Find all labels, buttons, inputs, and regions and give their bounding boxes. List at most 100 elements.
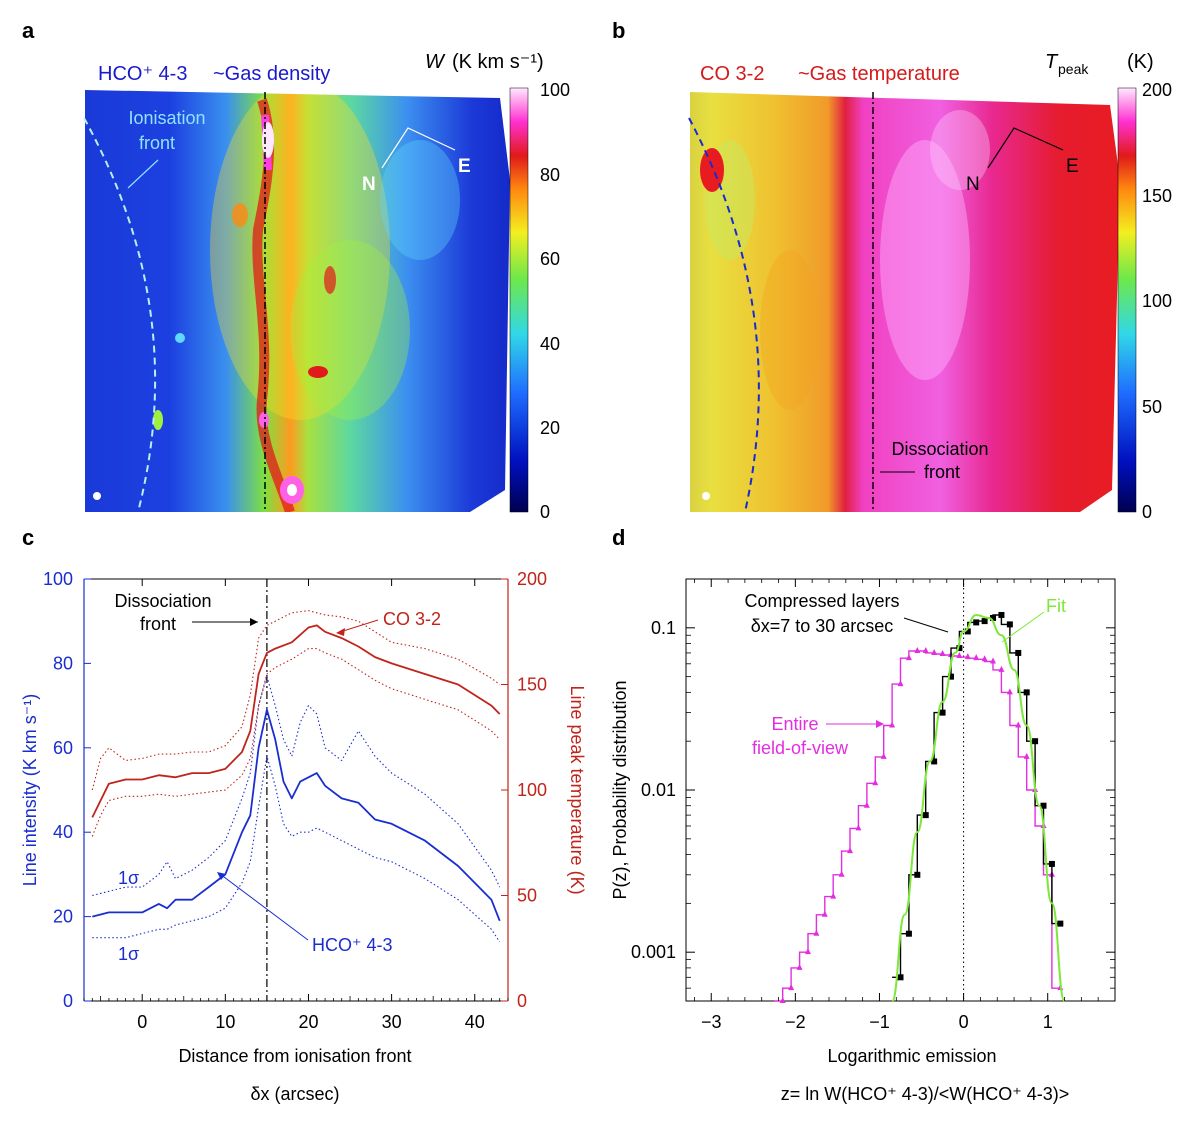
- chart-d-marker-entire: [1006, 688, 1013, 695]
- chart-d-marker-entire: [1023, 752, 1030, 759]
- chart-c-ylabel-left: Line intensity (K km s⁻¹): [20, 694, 40, 887]
- chart-d-marker-entire: [922, 646, 929, 653]
- chart-d-entire-label: Entire: [771, 714, 818, 734]
- map-b-dissociation-label-2: front: [924, 462, 960, 482]
- panel-letter-d: d: [612, 525, 625, 550]
- chart-d-marker-entire: [889, 721, 896, 728]
- chart-d-marker-entire: [990, 657, 997, 664]
- chart-c-dissociation-label-2: front: [140, 614, 176, 634]
- chart-d-marker-entire: [981, 655, 988, 662]
- chart-c-ytick-left-label: 40: [53, 822, 73, 842]
- chart-c-series-1: [92, 675, 501, 897]
- chart-d-xtick-label: 1: [1043, 1012, 1053, 1032]
- panel-c: c 0 10 20 30 40 0 20 40 60 80 100 0 50 100 150 200 Diss…: [20, 525, 587, 1104]
- chart-c-ytick-right-label: 150: [517, 675, 547, 695]
- chart-c-ytick-right-label: 100: [517, 780, 547, 800]
- map-a-compass: [381, 127, 456, 169]
- chart-d-marker-compressed: [1040, 802, 1047, 809]
- chart-d-marker-entire: [779, 997, 786, 1003]
- chart-d-fit-pointer: [1001, 611, 1045, 643]
- chart-d-marker-entire: [804, 948, 811, 955]
- chart-d-marker-compressed: [964, 628, 971, 635]
- colorbar-a-ticks: 100 80 60 40 20 0: [540, 80, 570, 522]
- chart-c-ylabel-right: Line peak temperature (K): [567, 685, 587, 894]
- map-a-compass-e: E: [458, 156, 471, 177]
- chart-d-marker-compressed: [1048, 860, 1055, 867]
- chart-d-marker-entire: [905, 654, 912, 661]
- chart-c-xtick-label: 0: [137, 1012, 147, 1032]
- chart-c-ytick-right-label: 200: [517, 569, 547, 589]
- chart-c-series-4: [91, 610, 501, 791]
- chart-d-marker-compressed: [1023, 689, 1030, 696]
- chart-d-marker-compressed: [897, 974, 904, 981]
- chart-d-compressed-pointer: [903, 617, 949, 633]
- chart-c-ytick-right-label: 50: [517, 886, 537, 906]
- chart-d-marker-entire: [897, 680, 904, 687]
- chart-c-series-3: [91, 624, 501, 818]
- chart-d-ytick-label: 0.001: [631, 942, 676, 962]
- chart-c-sigma-upper: 1σ: [118, 868, 139, 888]
- chart-c-co-label: CO 3-2: [383, 609, 441, 629]
- map-a-title-molecule: HCO⁺ 4-3: [98, 63, 187, 85]
- chart-d-marker-compressed: [990, 614, 997, 621]
- chart-d-marker-entire: [914, 646, 921, 653]
- map-a-image: [85, 90, 510, 512]
- chart-d-xtick-label: 0: [959, 1012, 969, 1032]
- chart-d-xtick-label: −3: [701, 1012, 722, 1032]
- chart-d-marker-entire: [872, 779, 879, 786]
- chart-d-marker-entire: [956, 652, 963, 659]
- colorbar-b-tick: 50: [1142, 397, 1162, 417]
- chart-d-marker-compressed: [931, 758, 938, 765]
- colorbar-b-title-unit: (K): [1127, 51, 1154, 73]
- chart-d-compressed-label-2: δx=7 to 30 arcsec: [751, 616, 894, 636]
- chart-d-marker-entire: [847, 847, 854, 854]
- colorbar-a-tick: 20: [540, 418, 560, 438]
- colorbar-b: [1117, 87, 1137, 513]
- chart-d-marker-entire: [973, 654, 980, 661]
- map-a-ionisation-label-2: front: [139, 133, 175, 153]
- chart-c-axes: [83, 578, 509, 1002]
- chart-d-marker-compressed: [1057, 920, 1064, 927]
- chart-d-marker-entire: [863, 801, 870, 808]
- chart-c-ytick-left-label: 0: [63, 991, 73, 1011]
- chart-d-compressed-label: Compressed layers: [744, 591, 899, 611]
- chart-d-entire-arrowhead: [876, 720, 884, 728]
- chart-c-co-arrow: [339, 619, 379, 633]
- chart-d-ytick-label: 0.01: [641, 780, 676, 800]
- chart-c-co-arrowhead: [336, 628, 345, 636]
- colorbar-a-title-unit: (K km s⁻¹): [452, 51, 544, 73]
- map-a-title-quantity: ~Gas density: [213, 63, 330, 85]
- chart-c-hco-label: HCO⁺ 4-3: [312, 935, 393, 955]
- chart-c-sigma-lower: 1σ: [118, 944, 139, 964]
- panel-a: a HCO⁺ 4-3 ~Gas density W (K km s⁻¹) Ion…: [22, 18, 570, 522]
- panel-d: d −3 −2 −1 0 1 0.001 0.01 0.1 Compressed layers…: [610, 525, 1116, 1104]
- colorbar-a-tick: 80: [540, 165, 560, 185]
- chart-c-ytick-left-label: 20: [53, 907, 73, 927]
- chart-c-ytick-left-label: 60: [53, 738, 73, 758]
- chart-d-marker-compressed: [998, 611, 1005, 618]
- map-b-compass-n: N: [966, 174, 980, 195]
- chart-d-marker-compressed: [914, 871, 921, 878]
- chart-c-ytick-right-label: 0: [517, 991, 527, 1011]
- chart-c-xtick-label: 40: [465, 1012, 485, 1032]
- chart-d-marker-entire: [1015, 721, 1022, 728]
- chart-d-xtick-label: −2: [785, 1012, 806, 1032]
- chart-c-xtick-label: 10: [215, 1012, 235, 1032]
- colorbar-b-title-var: T: [1045, 51, 1059, 73]
- map-b-image: [690, 92, 1120, 512]
- colorbar-b-ticks: 200 150 100 50 0: [1142, 80, 1172, 522]
- chart-d-marker-entire: [796, 963, 803, 970]
- chart-c-series: [91, 610, 501, 943]
- chart-c-xtick-label: 30: [382, 1012, 402, 1032]
- chart-d-marker-entire: [788, 984, 795, 991]
- chart-d-ticks: −3 −2 −1 0 1 0.001 0.01 0.1: [631, 578, 1115, 1032]
- chart-d-marker-compressed: [922, 812, 929, 819]
- chart-c-series-0: [92, 708, 501, 922]
- chart-c-hco-arrow: [219, 873, 309, 941]
- chart-d-marker-compressed: [1015, 649, 1022, 656]
- map-a-beam: [93, 492, 101, 500]
- panel-b: b CO 3-2 ~Gas temperature T peak (K) N E…: [612, 18, 1172, 522]
- map-a-ionisation-front-curve: [83, 117, 157, 513]
- colorbar-b-title-sub: peak: [1058, 61, 1089, 77]
